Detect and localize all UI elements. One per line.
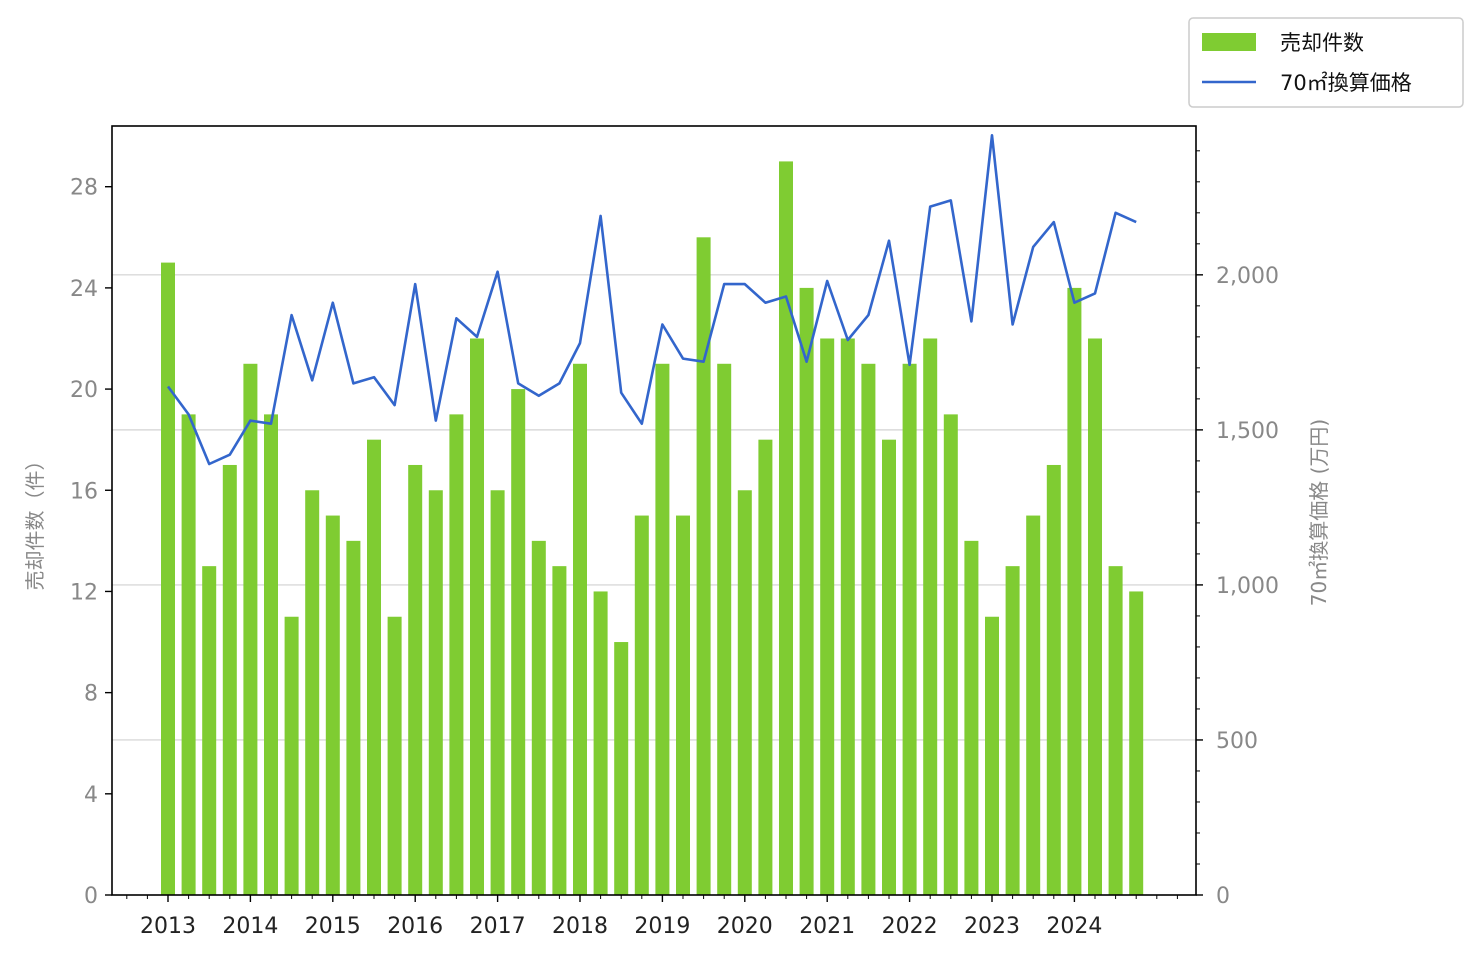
bar xyxy=(1088,338,1102,896)
right-tick-label: 0 xyxy=(1216,884,1230,909)
x-tick-label: 2024 xyxy=(1046,914,1102,939)
bar xyxy=(346,540,361,895)
right-y-axis: 0 500 1,000 1,500 2,000 xyxy=(1196,150,1279,909)
right-tick-label: 1,500 xyxy=(1216,419,1279,444)
bar xyxy=(820,338,835,896)
bar xyxy=(1005,566,1020,895)
legend-box xyxy=(1188,17,1464,108)
bar xyxy=(634,515,649,895)
bar xyxy=(367,439,381,895)
x-tick-label: 2014 xyxy=(222,914,278,939)
bar xyxy=(655,363,670,895)
left-axis-title: 売却件数（件） xyxy=(23,451,47,591)
x-tick-label: 2019 xyxy=(634,914,690,939)
legend-swatch-bar xyxy=(1202,33,1256,51)
x-tick-label: 2017 xyxy=(470,914,526,939)
x-tick-label: 2018 xyxy=(552,914,608,939)
line-series xyxy=(166,134,1137,466)
bar xyxy=(470,338,484,896)
bar xyxy=(264,414,278,895)
bar xyxy=(614,642,629,895)
bar xyxy=(181,414,196,895)
bar xyxy=(387,616,402,895)
bar xyxy=(985,616,999,895)
left-tick-label: 8 xyxy=(84,682,98,707)
price-line xyxy=(166,134,1137,466)
bar xyxy=(511,389,526,895)
legend-label-bar: 売却件数 xyxy=(1280,31,1364,55)
bar xyxy=(737,490,752,895)
bar xyxy=(490,490,505,895)
bar xyxy=(882,439,896,895)
left-tick-label: 28 xyxy=(70,176,98,201)
bar xyxy=(428,490,443,895)
bar xyxy=(593,591,608,895)
bar xyxy=(1108,566,1123,895)
bar xyxy=(902,363,917,895)
left-tick-label: 4 xyxy=(84,783,98,808)
bar xyxy=(943,414,958,895)
plot-frame xyxy=(111,125,1197,896)
bar xyxy=(284,616,299,895)
right-axis-title: 70㎡換算価格 (万円) xyxy=(1307,419,1331,606)
x-tick-label: 2022 xyxy=(882,914,938,939)
left-tick-label: 0 xyxy=(84,884,98,909)
left-y-axis: 0 4 8 12 16 20 24 28 xyxy=(70,176,112,909)
x-tick-label: 2016 xyxy=(387,914,443,939)
bar xyxy=(531,540,546,895)
bar xyxy=(552,566,567,895)
bar xyxy=(202,566,217,895)
bar xyxy=(758,439,773,895)
bar xyxy=(717,363,732,895)
bar xyxy=(696,237,711,896)
bar xyxy=(1046,464,1061,895)
x-axis: 2013 2014 2015 2016 2017 2018 2019 2020 2021 2022… xyxy=(126,895,1178,939)
x-tick-label: 2020 xyxy=(717,914,773,939)
x-tick-label: 2021 xyxy=(799,914,855,939)
x-tick-label: 2013 xyxy=(140,914,196,939)
bar xyxy=(840,338,855,896)
x-tick-label: 2015 xyxy=(305,914,361,939)
bar xyxy=(573,363,587,895)
bar xyxy=(779,161,793,895)
bar xyxy=(243,363,258,895)
bar xyxy=(408,464,423,895)
right-tick-label: 1,000 xyxy=(1216,574,1279,599)
left-tick-label: 24 xyxy=(70,277,98,302)
bar xyxy=(1026,515,1041,895)
bar xyxy=(964,540,979,895)
bar xyxy=(161,262,175,895)
bar xyxy=(325,515,340,895)
bar xyxy=(799,287,814,895)
bar xyxy=(305,490,320,895)
bar xyxy=(1067,287,1082,895)
bar xyxy=(449,414,464,895)
bar xyxy=(923,338,938,896)
bar xyxy=(1129,591,1144,895)
bar xyxy=(861,363,876,895)
x-tick-label: 2023 xyxy=(964,914,1020,939)
left-tick-label: 20 xyxy=(70,378,98,403)
right-tick-label: 2,000 xyxy=(1216,264,1279,289)
legend: 売却件数 70㎡換算価格 xyxy=(1188,17,1464,108)
bar xyxy=(222,464,237,895)
left-tick-label: 16 xyxy=(70,479,98,504)
right-tick-label: 500 xyxy=(1216,729,1258,754)
bar xyxy=(676,515,690,895)
bar-series xyxy=(161,161,1144,896)
left-tick-label: 12 xyxy=(70,580,98,605)
legend-label-line: 70㎡換算価格 xyxy=(1280,71,1412,95)
